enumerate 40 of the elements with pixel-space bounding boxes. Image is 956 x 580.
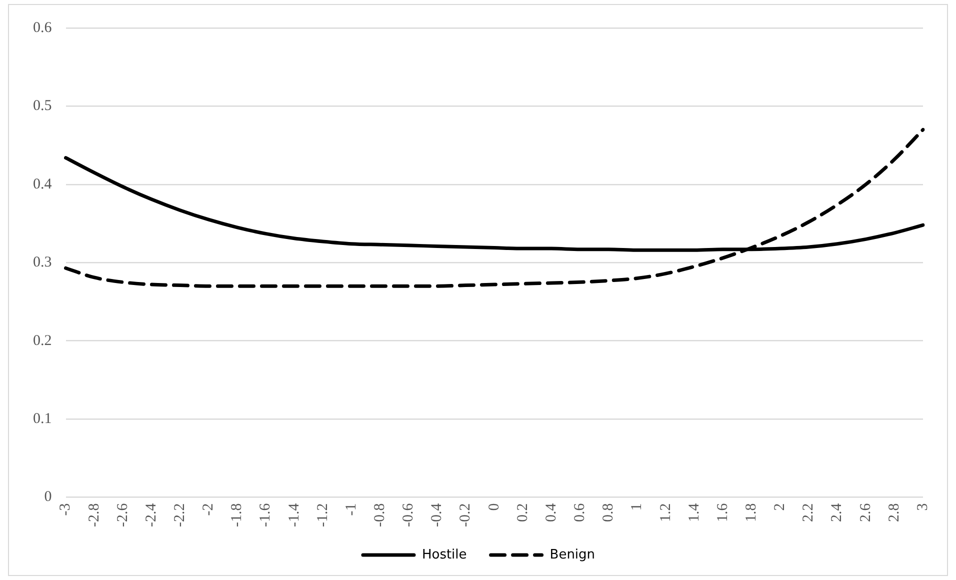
x-tick-label: -0.2: [458, 503, 474, 528]
legend-label: Benign: [550, 547, 596, 562]
x-tick-label: 2.6: [858, 502, 874, 522]
x-tick-label: 1.6: [714, 502, 731, 522]
x-tick-label: -0.8: [372, 503, 388, 528]
x-tick-label: -0.6: [400, 502, 417, 528]
x-tick-label: 1.8: [743, 503, 760, 522]
y-tick-label: 0.1: [33, 410, 52, 427]
x-tick-label: -1.2: [314, 503, 331, 528]
x-tick-label: -1.4: [286, 502, 302, 528]
x-tick-label: -2.4: [143, 502, 160, 528]
x-tick-label: -2.6: [114, 502, 131, 528]
x-tick-label: -1.8: [229, 503, 246, 528]
x-tick-label: 3: [914, 503, 931, 511]
x-tick-label: -3: [58, 503, 74, 516]
x-tick-label: -1: [343, 503, 360, 516]
x-tick-label: -1.6: [258, 502, 274, 528]
x-tick-label: 1: [629, 503, 646, 511]
line-series: [64, 128, 925, 288]
x-tick-label: 0.6: [572, 502, 588, 522]
x-tick-label: -0.4: [429, 502, 446, 528]
x-tick-label: 1.2: [658, 503, 674, 522]
y-tick-label: 0.6: [33, 20, 52, 36]
y-tick-label: 0.4: [33, 176, 52, 192]
x-tick-label: -2.8: [86, 503, 102, 528]
x-tick-label: -2.2: [172, 503, 188, 528]
x-tick-label: 2.2: [800, 503, 817, 522]
y-tick-label: 0.5: [33, 98, 52, 114]
x-tick-label: 2: [772, 503, 788, 511]
x-tick-label: 0: [486, 503, 502, 511]
legend-label: Hostile: [422, 547, 467, 562]
y-tick-label: 0.2: [33, 332, 52, 349]
y-tick-label: 0.3: [33, 254, 52, 271]
x-tick-label: 0.2: [514, 503, 531, 522]
x-tick-label: 2.8: [886, 503, 902, 522]
x-tick-label: 0.4: [543, 502, 560, 522]
x-tick-label: -2: [200, 503, 217, 516]
x-tick-label: 1.4: [686, 502, 702, 522]
x-tick-label: 2.4: [829, 502, 846, 522]
x-tick-label: 0.8: [600, 503, 617, 522]
